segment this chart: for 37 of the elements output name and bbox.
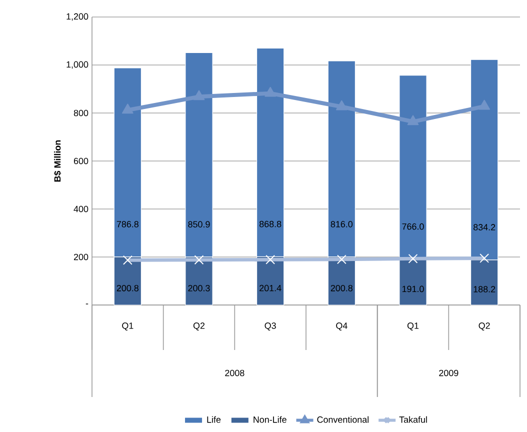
legend-label: Non-Life: [254, 416, 286, 423]
point: [407, 115, 419, 126]
data-label: 200.3: [188, 284, 210, 292]
legend-label: Takaful: [399, 416, 427, 423]
x-tick-label: Q1: [407, 322, 419, 330]
data-label: 188.2: [474, 286, 496, 292]
x-tick-label: Q3: [264, 322, 276, 330]
text: 2009: [439, 370, 458, 376]
data-label: 786.8: [116, 221, 138, 228]
y-tick-label: 800: [74, 110, 88, 116]
text: 2008: [225, 370, 244, 376]
legend-label: Conventional: [317, 416, 368, 423]
y-axis-title: B$ Million: [54, 140, 62, 182]
data-label: 834.2: [474, 224, 496, 230]
data-label: 200.8: [330, 284, 352, 292]
data-label: 816.0: [330, 221, 353, 228]
y-tick-label: 600: [74, 158, 88, 164]
y-tick-label: 1,000: [66, 61, 88, 69]
point: [193, 90, 205, 100]
y-tick-label: 1,200: [66, 13, 88, 21]
data-label: 868.8: [260, 220, 282, 228]
x-tick-label: Q2: [478, 322, 490, 330]
legend-label: Life: [207, 416, 221, 423]
y-tick-label: 400: [74, 206, 88, 212]
point: [478, 100, 490, 110]
y-tick-label: 200: [74, 254, 88, 260]
data-label: 191.0: [402, 286, 424, 292]
data-label: 201.4: [260, 284, 282, 292]
point: [122, 104, 134, 114]
point: [336, 100, 348, 110]
data-label: 850.9: [188, 221, 210, 228]
x-tick-label: Q4: [336, 322, 348, 330]
data-label: 766.0: [402, 223, 424, 230]
point: [264, 86, 276, 97]
data-label: 200.8: [116, 284, 138, 292]
x-tick-label: Q1: [122, 322, 134, 330]
x-tick-label: Q2: [193, 322, 205, 330]
